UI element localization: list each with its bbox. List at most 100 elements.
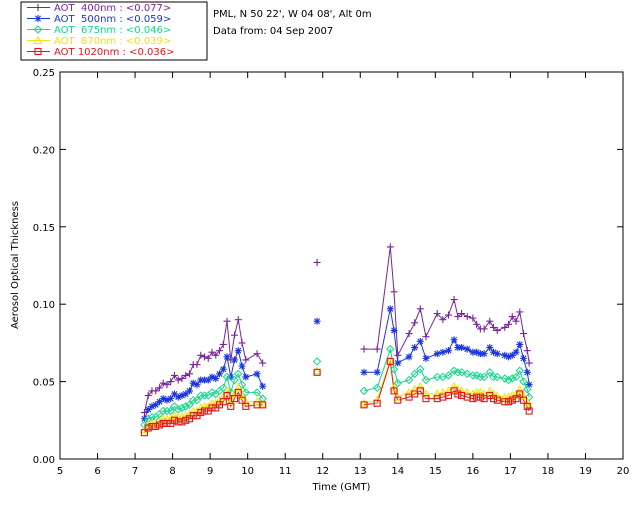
- data-point-triangle: [421, 389, 431, 398]
- data-point-asterisk: [454, 344, 462, 352]
- data-point-plus: [155, 384, 163, 392]
- data-point-square: [444, 391, 453, 400]
- data-point-triangle: [385, 355, 395, 364]
- data-point-square: [219, 398, 227, 406]
- series-marks: [140, 243, 534, 437]
- data-point-triangle: [241, 397, 251, 406]
- data-point-square: [373, 399, 381, 407]
- legend-box: [20, 1, 208, 61]
- data-point-asterisk: [508, 351, 516, 359]
- data-point-square: [259, 401, 267, 409]
- data-point-triangle: [312, 366, 322, 375]
- data-point-diamond: [312, 357, 322, 366]
- legend-label: AOT 675nm : <0.046>: [54, 25, 171, 36]
- data-point-square: [489, 395, 498, 403]
- data-point-plus: [473, 320, 481, 328]
- data-point-diamond: [386, 344, 395, 354]
- x-tick-label: 9: [207, 466, 213, 477]
- data-point-plus: [458, 309, 466, 317]
- data-point-diamond: [476, 372, 485, 382]
- data-point-diamond: [508, 374, 517, 383]
- data-point-square: [242, 402, 250, 410]
- data-point-square: [473, 393, 481, 401]
- data-point-diamond: [200, 391, 209, 400]
- data-point-square: [197, 409, 205, 417]
- data-point-plus: [525, 359, 533, 367]
- data-point-square: [501, 398, 509, 406]
- y-tick-label: 0.15: [33, 223, 55, 234]
- data-point-asterisk: [34, 15, 42, 22]
- data-point-triangle: [33, 35, 43, 44]
- data-point-diamond: [226, 388, 235, 397]
- data-point-asterisk: [516, 340, 524, 348]
- data-point-asterisk: [411, 344, 419, 352]
- data-point-asterisk: [144, 405, 152, 413]
- data-point-plus: [493, 327, 501, 335]
- data-point-square: [140, 429, 148, 437]
- data-point-asterisk: [234, 347, 242, 355]
- data-point-triangle: [432, 389, 442, 398]
- data-point-plus: [193, 361, 201, 369]
- data-point-asterisk: [219, 365, 227, 373]
- series-line-1: [143, 308, 530, 419]
- data-point-diamond: [479, 372, 489, 382]
- data-point-triangle: [522, 397, 532, 406]
- data-point-diamond: [185, 400, 194, 410]
- data-point-asterisk: [174, 393, 182, 401]
- data-point-triangle: [449, 381, 459, 390]
- data-point-plus: [512, 317, 520, 325]
- series-lines: [143, 246, 530, 434]
- y-tick-label: 0.05: [33, 378, 55, 389]
- data-point-diamond: [181, 402, 190, 411]
- data-point-triangle: [485, 386, 495, 395]
- data-point-asterisk: [242, 373, 250, 381]
- data-point-diamond: [515, 366, 524, 375]
- data-point-square: [152, 422, 160, 431]
- data-point-asterisk: [155, 398, 163, 406]
- x-tick-label: 6: [94, 466, 100, 477]
- data-point-diamond: [416, 365, 425, 374]
- data-point-plus: [486, 317, 494, 325]
- x-tick-label: 20: [617, 466, 630, 477]
- data-point-asterisk: [469, 348, 477, 356]
- data-point-plus: [259, 359, 267, 367]
- data-point-asterisk: [163, 396, 171, 404]
- data-point-diamond: [252, 388, 262, 397]
- data-point-asterisk: [189, 379, 197, 387]
- data-point-plus: [360, 345, 368, 353]
- data-point-square: [523, 402, 531, 410]
- data-point-triangle: [222, 386, 232, 395]
- data-point-diamond: [463, 369, 472, 379]
- data-point-plus: [373, 345, 381, 353]
- data-point-plus: [152, 387, 160, 395]
- x-tick-label: 5: [57, 466, 63, 477]
- x-tick-label: 19: [579, 466, 592, 477]
- data-point-plus: [405, 330, 413, 338]
- data-point-square: [512, 395, 520, 403]
- data-point-asterisk: [231, 356, 239, 364]
- data-point-triangle: [258, 398, 268, 407]
- data-point-asterisk: [148, 402, 156, 410]
- x-tick-label: 13: [354, 466, 367, 477]
- data-point-square: [313, 368, 321, 376]
- data-point-asterisk: [490, 348, 498, 356]
- data-point-asterisk: [204, 376, 212, 384]
- data-point-square: [234, 388, 242, 396]
- data-point-asterisk: [208, 373, 216, 381]
- y-tick-label: 0.20: [33, 145, 55, 156]
- data-point-plus: [469, 314, 477, 322]
- data-point-plus: [450, 296, 458, 304]
- data-point-plus: [439, 316, 447, 324]
- data-point-square: [144, 424, 152, 432]
- data-point-plus: [411, 319, 419, 327]
- data-point-diamond: [410, 369, 419, 379]
- data-point-plus: [231, 331, 239, 339]
- data-point-plus: [242, 356, 250, 364]
- data-point-plus: [516, 308, 524, 316]
- y-tick-label: 0.25: [33, 68, 55, 79]
- data-point-square: [230, 395, 239, 403]
- data-point-asterisk: [450, 336, 458, 344]
- legend-label: AOT 870nm : <0.039>: [54, 36, 171, 47]
- data-point-triangle: [230, 389, 239, 398]
